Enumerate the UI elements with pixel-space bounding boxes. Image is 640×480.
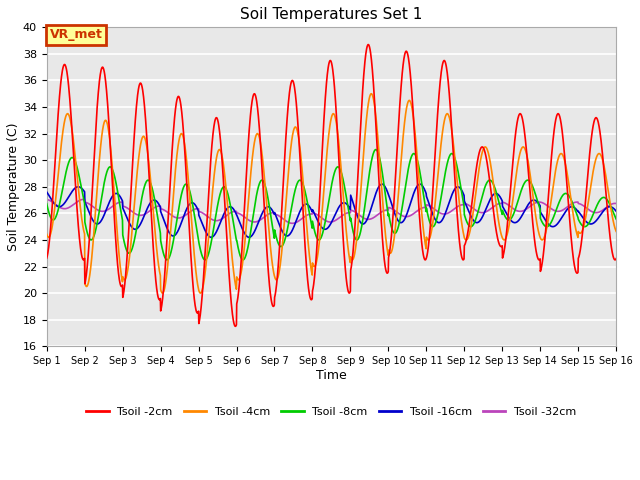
- Text: VR_met: VR_met: [49, 28, 102, 41]
- Legend: Tsoil -2cm, Tsoil -4cm, Tsoil -8cm, Tsoil -16cm, Tsoil -32cm: Tsoil -2cm, Tsoil -4cm, Tsoil -8cm, Tsoi…: [82, 403, 581, 422]
- Y-axis label: Soil Temperature (C): Soil Temperature (C): [7, 122, 20, 251]
- X-axis label: Time: Time: [316, 369, 347, 382]
- Title: Soil Temperatures Set 1: Soil Temperatures Set 1: [240, 7, 422, 22]
